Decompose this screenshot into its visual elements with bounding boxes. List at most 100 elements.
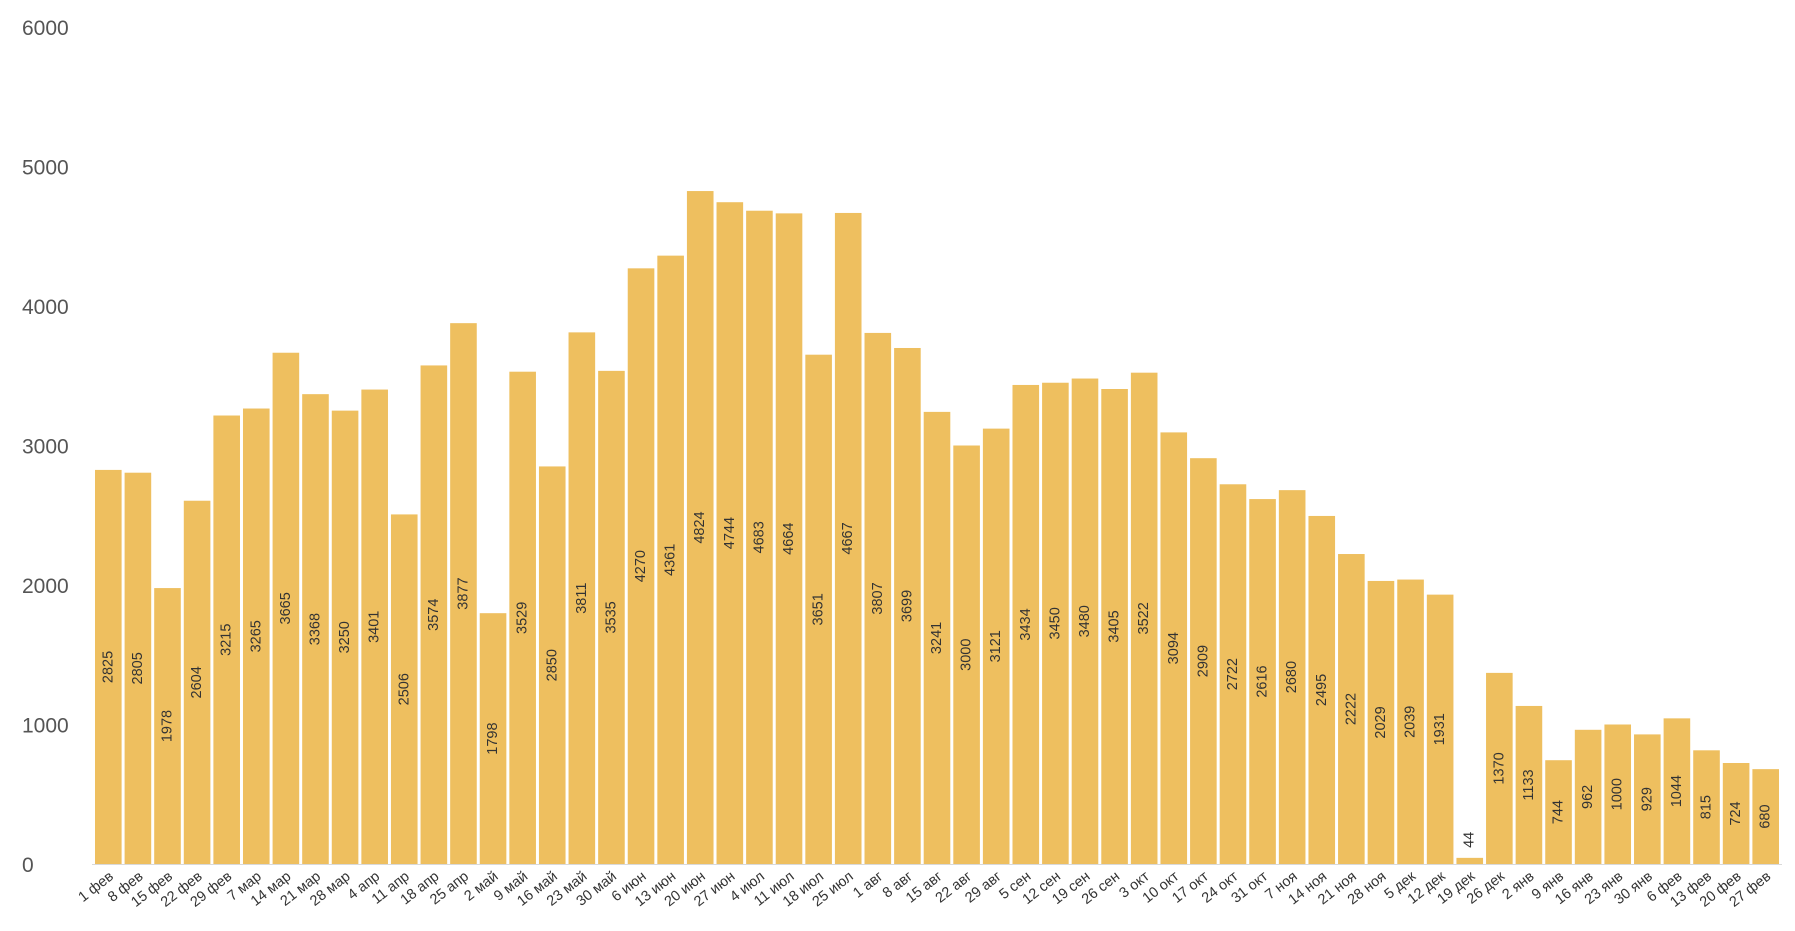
bar-value-label: 1798	[485, 722, 501, 754]
bar-value-label: 4824	[692, 511, 708, 543]
bar-value-label: 3405	[1107, 610, 1123, 642]
bar	[568, 332, 596, 864]
bar-value-label: 1370	[1491, 752, 1507, 784]
bar-value-label: 2680	[1284, 661, 1300, 693]
y-tick-label: 6000	[22, 17, 69, 40]
bar-value-label: 2825	[100, 651, 116, 683]
bar-value-label: 4683	[751, 521, 767, 553]
bar	[1693, 750, 1720, 864]
bar	[1426, 594, 1454, 864]
bar	[657, 255, 684, 864]
y-tick-label: 2000	[22, 575, 69, 598]
bar	[1071, 378, 1099, 864]
bar	[1130, 372, 1158, 864]
bar	[1722, 763, 1750, 864]
bar-value-label: 724	[1728, 801, 1744, 825]
bar-value-label: 962	[1580, 785, 1596, 809]
bar	[509, 371, 536, 864]
bar-value-label: 3811	[574, 583, 590, 614]
y-tick-label: 4000	[22, 296, 69, 319]
bar-value-label: 3807	[870, 582, 886, 614]
bar	[1634, 734, 1661, 864]
bar	[746, 210, 773, 865]
bar-value-label: 3480	[1077, 605, 1093, 637]
bar-value-label: 3121	[988, 630, 1004, 662]
bar	[1545, 760, 1572, 864]
y-tick-label: 3000	[22, 436, 69, 459]
bar	[1663, 718, 1691, 864]
bar	[1338, 554, 1365, 864]
bar	[1604, 724, 1632, 864]
bar	[1456, 857, 1484, 864]
bar	[864, 332, 892, 864]
bar	[1308, 515, 1336, 864]
bar	[627, 268, 655, 865]
bar-value-label: 3368	[307, 613, 323, 645]
bar-value-label: 1133	[1521, 769, 1537, 800]
bar-value-label: 3529	[515, 602, 531, 634]
bar-value-label: 3250	[337, 621, 353, 653]
bar	[213, 415, 240, 864]
y-tick-label: 0	[22, 854, 34, 877]
bar-value-label: 3000	[959, 639, 975, 671]
bar	[805, 354, 832, 864]
bar	[1042, 382, 1069, 864]
bar	[1515, 705, 1543, 864]
bar-value-label: 3094	[1166, 632, 1182, 664]
bar	[154, 588, 181, 864]
bar-value-label: 3215	[219, 624, 235, 656]
bar	[923, 411, 951, 864]
value-labels: 2825 2805 1978 2604 3215 3265 3665 3368 3250 3401…	[100, 511, 1773, 848]
bar	[272, 352, 300, 864]
bars	[95, 191, 1779, 865]
bar-value-label: 4744	[722, 517, 738, 549]
bar	[775, 213, 803, 864]
bar	[1486, 672, 1513, 864]
bar	[390, 514, 418, 864]
bar-value-label: 3265	[248, 620, 264, 652]
bar-value-label: 2222	[1343, 693, 1359, 725]
y-tick-label: 1000	[22, 715, 69, 738]
bar-value-label: 2616	[1255, 665, 1271, 697]
bar	[331, 410, 359, 864]
bar-value-label: 2909	[1195, 645, 1211, 677]
bar-value-label: 4667	[840, 522, 856, 554]
bar	[1752, 769, 1779, 864]
bar-value-label: 2850	[544, 649, 560, 681]
bar	[1190, 458, 1217, 864]
bar	[953, 445, 980, 864]
bar-value-label: 3241	[929, 622, 945, 654]
bar	[982, 428, 1010, 864]
bar-value-label: 3434	[1018, 608, 1034, 640]
bar	[302, 394, 329, 864]
bar	[538, 466, 566, 864]
bar-value-label: 3574	[426, 599, 442, 631]
bar-value-label: 3535	[603, 601, 619, 633]
bar-value-label: 4270	[633, 550, 649, 582]
bar	[242, 408, 270, 864]
bar-value-label: 3522	[1136, 602, 1152, 634]
bar	[1367, 580, 1395, 864]
bar-value-label: 1978	[159, 710, 175, 742]
x-tick-label: 1 авг	[850, 869, 886, 902]
bar-value-label: 3651	[811, 593, 827, 625]
bar	[479, 613, 507, 864]
bar-value-label: 815	[1699, 795, 1715, 819]
bar	[1278, 490, 1306, 864]
bar	[1397, 579, 1424, 864]
bar	[183, 500, 211, 864]
bar	[894, 347, 921, 864]
bar-value-label: 44	[1462, 832, 1478, 848]
bar-value-label: 2506	[396, 673, 412, 705]
bar	[1574, 729, 1602, 864]
bar-value-label: 1000	[1610, 778, 1626, 810]
bar-value-label: 4361	[663, 544, 679, 576]
bar	[420, 365, 448, 864]
y-tick-label: 5000	[22, 157, 69, 180]
bar-value-label: 2604	[189, 666, 205, 698]
bar-value-label: 2029	[1373, 706, 1389, 738]
bar-value-label: 680	[1758, 804, 1774, 828]
